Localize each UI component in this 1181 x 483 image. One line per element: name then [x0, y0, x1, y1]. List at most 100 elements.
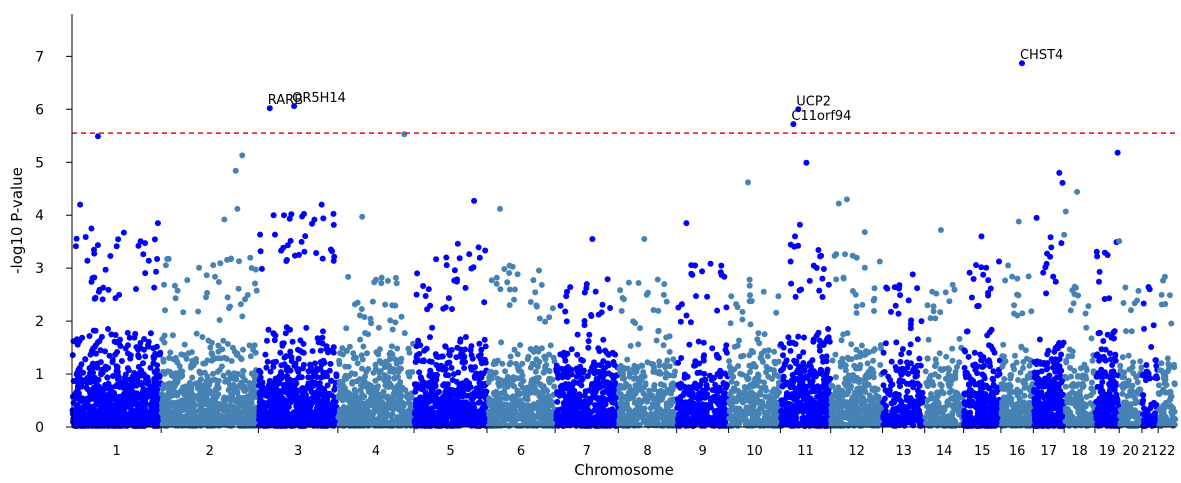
- snp-point: [124, 387, 131, 394]
- snp-point: [647, 405, 654, 412]
- snp-point: [457, 346, 464, 353]
- snp-point: [132, 422, 138, 429]
- snp-point: [704, 293, 711, 300]
- snp-point: [511, 346, 518, 353]
- snp-point: [327, 360, 334, 367]
- snp-point: [448, 364, 455, 371]
- snp-point: [697, 395, 704, 402]
- snp-point: [350, 404, 357, 411]
- snp-point: [435, 408, 442, 415]
- snp-point: [394, 345, 401, 352]
- snp-point: [148, 404, 155, 411]
- snp-point: [588, 312, 595, 318]
- snp-point: [600, 336, 607, 343]
- snp-point: [217, 355, 224, 362]
- snp-point: [599, 301, 606, 308]
- snp-point: [308, 374, 315, 381]
- snp-point: [294, 404, 301, 411]
- snp-point: [581, 322, 588, 329]
- snp-point: [342, 363, 349, 370]
- snp-point: [216, 400, 223, 407]
- snp-point: [133, 390, 140, 397]
- snp-point: [252, 349, 259, 356]
- snp-point: [287, 348, 294, 355]
- snp-point: [247, 353, 254, 360]
- snp-point: [463, 392, 470, 399]
- snp-point: [634, 383, 641, 390]
- snp-point: [663, 403, 670, 410]
- snp-point: [343, 325, 350, 332]
- snp-point: [427, 334, 433, 341]
- snp-point: [175, 422, 182, 429]
- snp-point: [220, 396, 227, 403]
- snp-point: [288, 358, 295, 364]
- snp-point: [174, 378, 181, 385]
- snp-point: [365, 331, 371, 338]
- snp-point: [520, 377, 527, 384]
- snp-point: [137, 340, 144, 346]
- snp-point: [508, 412, 515, 419]
- snp-point: [413, 397, 420, 404]
- snp-point: [112, 403, 119, 410]
- snp-point: [185, 350, 192, 357]
- snp-point: [264, 337, 270, 344]
- snp-point: [507, 353, 514, 360]
- snp-point: [151, 376, 158, 382]
- snp-point: [219, 346, 226, 353]
- snp-point: [428, 386, 435, 392]
- snp-point: [287, 237, 294, 244]
- snp-point: [506, 361, 513, 368]
- snp-point: [89, 417, 96, 424]
- snp-point: [717, 368, 724, 375]
- snp-point: [271, 337, 278, 344]
- snp-point: [140, 251, 147, 258]
- snp-point: [88, 388, 95, 395]
- snp-point: [102, 266, 109, 273]
- snp-point: [188, 364, 194, 371]
- snp-point: [462, 284, 469, 291]
- snp-point: [340, 383, 347, 390]
- snp-point: [86, 333, 93, 339]
- snp-point: [133, 376, 140, 382]
- snp-point: [160, 416, 167, 423]
- snp-point: [102, 348, 108, 355]
- snp-point: [449, 413, 456, 420]
- snp-point: [645, 289, 651, 296]
- snp-point: [506, 270, 513, 276]
- snp-point: [664, 386, 671, 393]
- snp-point: [468, 343, 475, 350]
- snp-point: [451, 406, 458, 413]
- snp-point: [686, 341, 693, 348]
- snp-point: [92, 327, 99, 334]
- snp-point: [286, 376, 293, 383]
- snp-point: [590, 362, 597, 369]
- snp-point: [502, 368, 509, 375]
- snp-point: [134, 405, 141, 412]
- chromosome-9-points: [674, 260, 731, 429]
- snp-point: [578, 356, 585, 363]
- snp-point: [427, 367, 434, 374]
- snp-point: [651, 383, 658, 390]
- snp-point: [127, 399, 134, 406]
- snp-point: [147, 383, 153, 390]
- snp-point: [587, 368, 594, 375]
- snp-point: [317, 398, 324, 405]
- snp-point: [330, 257, 337, 264]
- snp-point: [521, 390, 527, 397]
- snp-point: [281, 414, 288, 421]
- snp-point: [172, 370, 179, 377]
- snp-point: [579, 375, 586, 382]
- snp-point: [376, 346, 383, 353]
- snp-point: [527, 346, 534, 352]
- snp-point: [259, 392, 266, 398]
- snp-point: [252, 280, 258, 287]
- snp-point: [659, 422, 666, 429]
- snp-point: [404, 394, 411, 401]
- snp-point: [428, 405, 435, 412]
- snp-point: [488, 368, 494, 375]
- snp-point: [723, 342, 730, 349]
- snp-point: [320, 386, 327, 393]
- snp-point: [80, 369, 87, 376]
- snp-point: [621, 412, 628, 419]
- snp-point: [73, 235, 80, 242]
